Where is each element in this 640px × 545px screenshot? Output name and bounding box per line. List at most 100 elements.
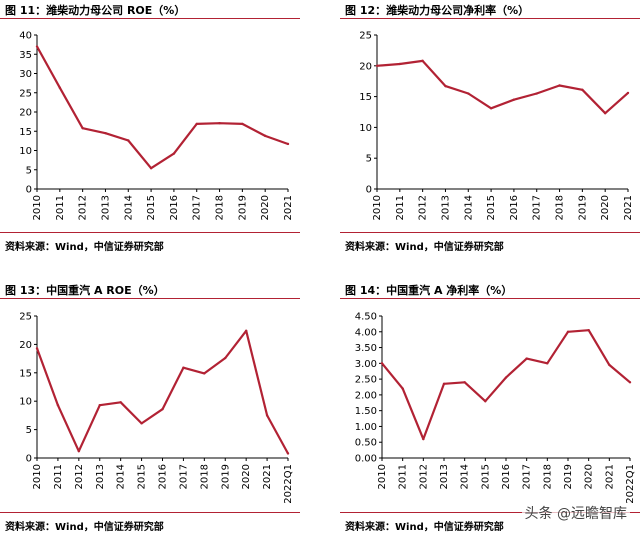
data-point bbox=[224, 356, 227, 360]
x-tick-label: 2011 bbox=[395, 195, 406, 220]
y-tick-label: 15 bbox=[19, 127, 32, 138]
x-tick-label: 2017 bbox=[532, 195, 543, 220]
data-point bbox=[608, 363, 611, 367]
title-divider bbox=[340, 18, 640, 19]
x-tick-label: 2019 bbox=[577, 195, 588, 220]
y-tick-label: 20 bbox=[359, 61, 372, 72]
y-tick-label: 4.50 bbox=[355, 312, 377, 323]
x-tick-label: 2011 bbox=[398, 464, 409, 489]
data-point bbox=[525, 357, 528, 360]
y-tick-label: 15 bbox=[19, 368, 32, 379]
x-tick-label: 2012 bbox=[418, 464, 429, 489]
chart-source: 资料来源：Wind，中信证券研究部 bbox=[345, 522, 504, 533]
x-tick-label: 2013 bbox=[439, 464, 450, 489]
x-tick-label: 2014 bbox=[116, 464, 127, 489]
chart-title: 图 12：潍柴动力母公司净利率（%） bbox=[345, 4, 530, 17]
y-tick-label: 25 bbox=[359, 31, 372, 42]
y-tick-label: 5 bbox=[366, 154, 372, 165]
x-tick-label: 2017 bbox=[522, 464, 533, 489]
x-tick-label: 2018 bbox=[199, 464, 210, 489]
y-tick-label: 10 bbox=[19, 397, 32, 408]
y-tick-label: 3.00 bbox=[355, 359, 377, 370]
y-tick-label: 10 bbox=[359, 123, 372, 134]
data-point bbox=[463, 381, 466, 384]
y-tick-label: 3.50 bbox=[355, 343, 377, 354]
data-point bbox=[161, 407, 164, 411]
data-point bbox=[56, 403, 60, 407]
x-tick-label: 2017 bbox=[192, 195, 203, 220]
data-point bbox=[244, 329, 248, 332]
title-divider bbox=[340, 298, 640, 299]
data-point bbox=[98, 403, 101, 407]
x-tick-label: 2010 bbox=[377, 464, 388, 489]
data-point bbox=[81, 126, 84, 130]
data-point bbox=[484, 400, 487, 403]
x-tick-label: 2020 bbox=[241, 464, 252, 489]
y-tick-label: 4.00 bbox=[355, 327, 377, 338]
source-divider bbox=[0, 232, 300, 233]
x-tick-label: 2022Q1 bbox=[625, 464, 636, 504]
x-tick-label: 2017 bbox=[178, 464, 189, 489]
data-point bbox=[546, 362, 549, 365]
data-point bbox=[182, 366, 185, 369]
data-point bbox=[35, 347, 39, 350]
chart-panel-4: 图 14：中国重汽 A 净利率（%） 0.00 0.50 1.00 1.50 2.00 2… bbox=[340, 280, 640, 545]
source-divider bbox=[0, 512, 300, 513]
data-point bbox=[504, 376, 508, 379]
source-divider bbox=[340, 232, 640, 233]
y-tick-label: 1.50 bbox=[355, 406, 377, 417]
x-tick-label: 2011 bbox=[55, 195, 66, 220]
x-tick-label: 2014 bbox=[460, 464, 471, 489]
x-tick-label: 2014 bbox=[123, 195, 134, 220]
y-tick-label: 15 bbox=[359, 92, 372, 103]
data-point bbox=[104, 131, 107, 135]
x-tick-label: 2011 bbox=[53, 464, 64, 489]
chart-panel-1: 图 11：潍柴动力母公司 ROE（%） 0 5 10 15 20 25 30 35 40 2010… bbox=[0, 0, 300, 265]
data-point bbox=[467, 92, 470, 95]
data-point bbox=[218, 121, 221, 125]
y-tick-label: 0.50 bbox=[355, 438, 377, 449]
x-tick-label: 2016 bbox=[169, 195, 180, 220]
chart-svg: 0 5 10 15 20 25 2010 2011 2012 2013 2014 2015 2016 20… bbox=[359, 31, 634, 221]
chart-panel-3: 图 13：中国重汽 A ROE（%） 0 5 10 15 20 25 2010 2011 201… bbox=[0, 280, 300, 545]
x-tick-label: 2013 bbox=[95, 464, 106, 489]
x-tick-label: 2013 bbox=[100, 195, 111, 220]
series-line bbox=[376, 59, 629, 115]
data-point bbox=[241, 122, 244, 126]
x-tick-label: 2015 bbox=[146, 195, 157, 220]
watermark: 头条 @远瞻智库 bbox=[521, 503, 630, 523]
x-tick-label: 2022Q1 bbox=[283, 464, 294, 504]
y-tick-label: 10 bbox=[19, 146, 32, 157]
title-divider bbox=[0, 18, 300, 19]
data-point bbox=[444, 84, 447, 88]
series-line bbox=[381, 329, 631, 441]
data-point bbox=[119, 401, 122, 404]
data-point bbox=[263, 134, 267, 138]
x-tick-label: 2020 bbox=[600, 195, 611, 220]
x-tick-label: 2015 bbox=[137, 464, 148, 489]
data-point bbox=[58, 86, 62, 89]
data-point bbox=[489, 107, 493, 110]
data-point bbox=[375, 64, 379, 67]
chart-svg: 0 5 10 15 20 25 30 35 40 2010 2011 2012 2013 2014 2015… bbox=[19, 31, 294, 221]
y-tick-label: 20 bbox=[19, 108, 32, 119]
series-line bbox=[36, 45, 289, 170]
y-tick-label: 20 bbox=[19, 340, 32, 351]
y-tick-label: 25 bbox=[19, 88, 32, 99]
data-point bbox=[401, 387, 404, 390]
x-tick-label: 2019 bbox=[220, 464, 231, 489]
chart-title: 图 13：中国重汽 A ROE（%） bbox=[5, 284, 165, 297]
chart-source: 资料来源：Wind，中信证券研究部 bbox=[345, 242, 504, 253]
data-point bbox=[195, 122, 198, 126]
y-tick-label: 5 bbox=[26, 425, 32, 436]
data-point bbox=[558, 84, 561, 87]
data-point bbox=[265, 414, 269, 417]
x-tick-label: 2016 bbox=[509, 195, 520, 220]
data-point bbox=[442, 382, 446, 386]
x-tick-label: 2021 bbox=[262, 464, 273, 489]
data-point bbox=[587, 329, 590, 332]
x-tick-label: 2010 bbox=[32, 464, 43, 489]
y-tick-label: 0 bbox=[26, 454, 32, 465]
y-tick-label: 0.00 bbox=[355, 454, 377, 465]
data-point bbox=[35, 45, 39, 48]
